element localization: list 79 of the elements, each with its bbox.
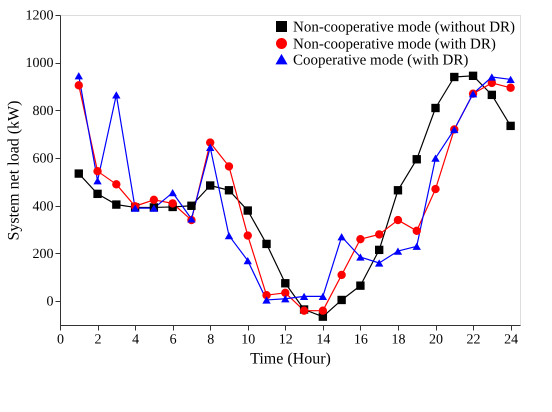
y-tick-label: 1200 (26, 8, 54, 24)
point (262, 240, 271, 248)
point (74, 72, 83, 80)
x-tick-label: 14 (316, 332, 330, 348)
point (244, 206, 252, 215)
point (450, 72, 458, 82)
point (112, 91, 121, 99)
x-tick-label: 6 (170, 332, 177, 348)
point (394, 247, 402, 255)
point (318, 292, 328, 300)
point (206, 144, 214, 151)
point (412, 226, 421, 235)
point (206, 181, 214, 190)
x-tick-label: 24 (504, 332, 518, 348)
point (224, 162, 234, 171)
x-tick-label: 0 (57, 332, 64, 348)
point (431, 184, 440, 194)
point (337, 270, 346, 280)
point (375, 259, 384, 267)
point (112, 180, 121, 188)
point (74, 169, 83, 178)
y-tick-label: 0 (46, 294, 54, 310)
point (337, 296, 346, 304)
x-tick-label: 18 (391, 332, 406, 348)
x-tick-label: 2 (94, 332, 102, 348)
x-tick-label: 20 (429, 332, 444, 348)
x-tick-label: 12 (278, 332, 293, 348)
point (356, 281, 365, 290)
point (375, 230, 384, 239)
point (431, 154, 440, 162)
legend-label: Cooperative mode (with DR) (293, 52, 468, 68)
point (244, 256, 252, 264)
point (412, 155, 421, 164)
point (300, 292, 308, 300)
x-tick-label: 16 (354, 332, 368, 348)
point (412, 242, 421, 250)
point (262, 296, 271, 304)
point (356, 234, 365, 244)
point (224, 232, 234, 240)
point (394, 216, 402, 224)
y-tick-label: 600 (32, 152, 54, 167)
point (506, 84, 515, 92)
point (394, 186, 402, 194)
point (150, 196, 158, 204)
point (281, 288, 290, 297)
legend-label: Non-cooperative mode (without DR) (293, 20, 516, 36)
point (506, 122, 515, 130)
point (356, 253, 365, 261)
point (168, 189, 177, 196)
point (74, 81, 83, 90)
y-tick-label: 800 (32, 104, 54, 119)
point (488, 73, 496, 81)
point (468, 72, 478, 80)
point (224, 186, 234, 194)
legend-label: Non-cooperative mode (with DR) (293, 36, 496, 52)
point (168, 199, 177, 208)
point (281, 295, 290, 302)
point (93, 190, 102, 198)
point (431, 104, 440, 112)
x-tick-label: 4 (132, 332, 140, 348)
x-tick-label: 8 (207, 332, 214, 348)
point (244, 231, 252, 240)
point (93, 167, 102, 176)
point (488, 90, 496, 100)
point (93, 177, 102, 184)
point (281, 279, 290, 288)
y-axis-title: System net load (kW) (6, 100, 22, 240)
point (318, 306, 328, 315)
point (506, 76, 515, 84)
point (337, 233, 346, 240)
x-axis-title: Time (Hour) (250, 350, 331, 368)
point (375, 246, 384, 254)
point (112, 200, 121, 209)
point (187, 202, 196, 210)
y-tick-label: 1000 (26, 56, 54, 72)
x-tick-label: 22 (466, 332, 481, 348)
y-tick-label: 200 (32, 246, 54, 262)
x-tick-label: 10 (241, 332, 256, 348)
y-tick-label: 400 (32, 199, 54, 214)
